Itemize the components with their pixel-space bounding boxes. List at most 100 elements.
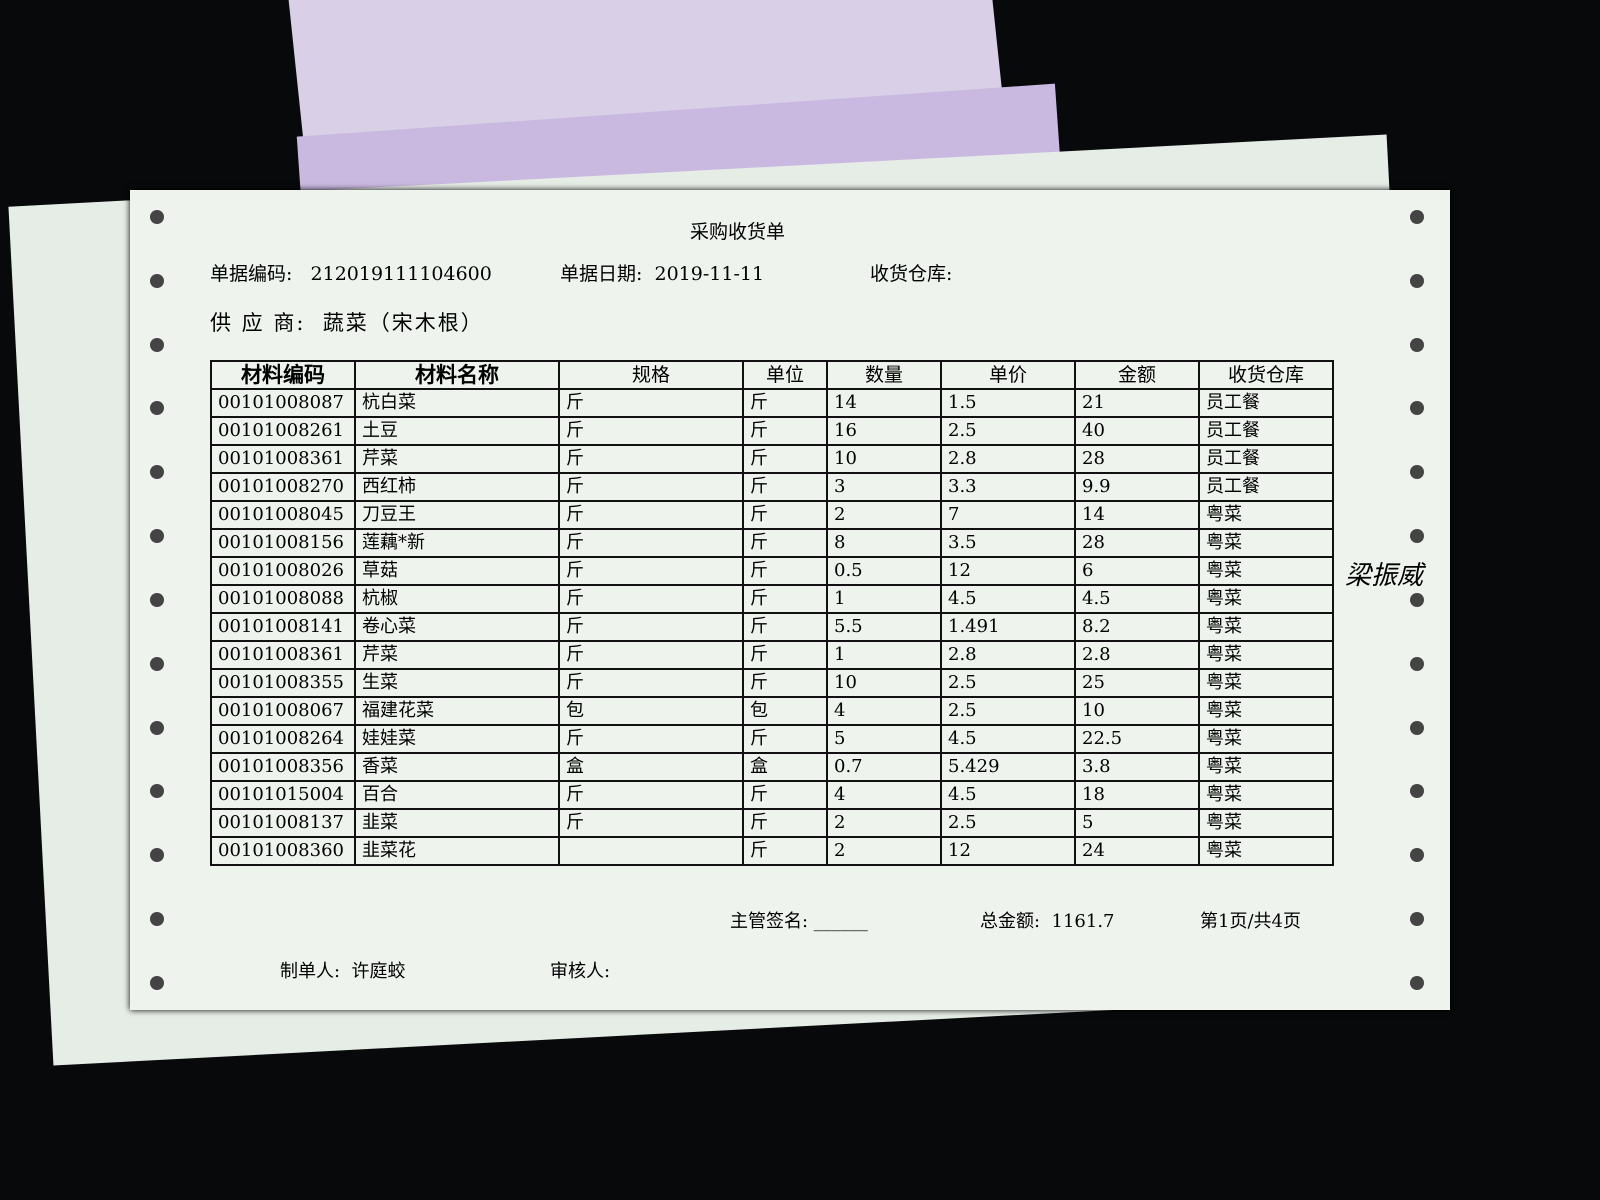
table-cell: 百合 — [354, 780, 560, 810]
table-cell: 24 — [1074, 836, 1200, 866]
table-cell: 3.5 — [940, 528, 1076, 558]
table-cell: 8.2 — [1074, 612, 1200, 642]
table-cell: 斤 — [742, 724, 828, 754]
table-cell: 娃娃菜 — [354, 724, 560, 754]
doc-no-label: 单据编码: — [210, 263, 293, 285]
table-cell: 粤菜 — [1198, 724, 1334, 754]
table-row: 00101008361 芹菜斤斤 10 2.8 28 员工餐 — [210, 444, 1334, 474]
table-cell: 00101008261 — [210, 416, 356, 446]
table-cell: 西红柿 — [354, 472, 560, 502]
table-cell: 2 — [826, 836, 942, 866]
table-cell: 福建花菜 — [354, 696, 560, 726]
items-table: 材料编码 材料名称 规格 单位 数量 单价 金额 收货仓库 00101008087 杭白菜斤斤 1… — [210, 360, 1334, 866]
table-cell: 盒 — [742, 752, 828, 782]
tractor-holes-right — [1410, 210, 1430, 990]
table-cell: 5.5 — [826, 612, 942, 642]
table-cell: 粤菜 — [1198, 640, 1334, 670]
table-cell: 10 — [826, 668, 942, 698]
doc-no: 212019111104600 — [310, 263, 492, 285]
table-cell: 2.8 — [940, 640, 1076, 670]
table-row: 00101008264 娃娃菜斤斤 5 4.5 22.5 粤菜 — [210, 724, 1334, 754]
table-cell: 斤 — [558, 472, 744, 502]
table-cell: 斤 — [558, 556, 744, 586]
table-cell: 粤菜 — [1198, 836, 1334, 866]
table-row: 00101008261 土豆斤斤 16 2.5 40 员工餐 — [210, 416, 1334, 446]
table-row: 00101008087 杭白菜斤斤 14 1.5 21 员工餐 — [210, 388, 1334, 418]
table-cell: 粤菜 — [1198, 584, 1334, 614]
table-cell: 21 — [1074, 388, 1200, 418]
table-cell: 2.5 — [940, 416, 1076, 446]
table-cell: 芹菜 — [354, 444, 560, 474]
table-cell: 00101008361 — [210, 640, 356, 670]
table-cell: 2.5 — [940, 808, 1076, 838]
table-cell: 00101008361 — [210, 444, 356, 474]
table-cell: 斤 — [742, 388, 828, 418]
table-cell: 斤 — [742, 612, 828, 642]
table-row: 00101008356 香菜盒盒 0.7 5.429 3.8 粤菜 — [210, 752, 1334, 782]
table-cell: 00101008356 — [210, 752, 356, 782]
table-cell: 00101008355 — [210, 668, 356, 698]
table-cell: 10 — [826, 444, 942, 474]
table-cell: 00101008270 — [210, 472, 356, 502]
table-cell: 斤 — [558, 584, 744, 614]
column-header: 材料名称 — [354, 360, 560, 390]
table-cell: 包 — [558, 696, 744, 726]
table-cell: 10 — [1074, 696, 1200, 726]
table-row: 00101008355 生菜斤斤 10 2.5 25 粤菜 — [210, 668, 1334, 698]
table-cell: 4.5 — [940, 724, 1076, 754]
table-row: 00101008067 福建花菜包包 4 2.5 10 粤菜 — [210, 696, 1334, 726]
supplier-label: 供 应 商: — [210, 311, 306, 335]
table-cell: 1.5 — [940, 388, 1076, 418]
table-cell: 12 — [940, 836, 1076, 866]
table-cell: 刀豆王 — [354, 500, 560, 530]
table-cell: 9.9 — [1074, 472, 1200, 502]
table-cell: 土豆 — [354, 416, 560, 446]
table-cell: 斤 — [742, 640, 828, 670]
handwritten-signature: 梁振威 — [1345, 561, 1424, 591]
table-cell: 00101008156 — [210, 528, 356, 558]
table-cell: 4.5 — [1074, 584, 1200, 614]
table-row: 00101008141 卷心菜斤斤 5.5 1.491 8.2 粤菜 — [210, 612, 1334, 642]
table-cell: 2.5 — [940, 668, 1076, 698]
table-cell: 粤菜 — [1198, 696, 1334, 726]
table-cell: 莲藕*新 — [354, 528, 560, 558]
warehouse-label: 收货仓库: — [870, 263, 953, 285]
table-cell: 粤菜 — [1198, 612, 1334, 642]
table-cell: 5 — [826, 724, 942, 754]
table-cell: 40 — [1074, 416, 1200, 446]
table-row: 00101008156 莲藕*新斤斤 8 3.5 28 粤菜 — [210, 528, 1334, 558]
table-row: 00101008137 韭菜斤斤 2 2.5 5 粤菜 — [210, 808, 1334, 838]
table-cell: 粤菜 — [1198, 556, 1334, 586]
table-cell: 斤 — [558, 668, 744, 698]
table-cell: 8 — [826, 528, 942, 558]
total-label: 总金额: — [980, 911, 1041, 932]
table-cell: 粤菜 — [1198, 668, 1334, 698]
table-cell: 斤 — [558, 500, 744, 530]
table-cell: 14 — [1074, 500, 1200, 530]
table-cell: 28 — [1074, 444, 1200, 474]
column-header: 收货仓库 — [1198, 360, 1334, 390]
table-cell: 员工餐 — [1198, 472, 1334, 502]
table-cell: 00101015004 — [210, 780, 356, 810]
table-cell: 00101008360 — [210, 836, 356, 866]
table-row: 00101008045 刀豆王斤斤 2 7 14 粤菜 — [210, 500, 1334, 530]
table-cell: 杭椒 — [354, 584, 560, 614]
table-cell: 韭菜花 — [354, 836, 560, 866]
table-cell: 斤 — [558, 640, 744, 670]
table-cell: 0.7 — [826, 752, 942, 782]
table-cell: 斤 — [558, 780, 744, 810]
table-cell: 00101008026 — [210, 556, 356, 586]
table-cell: 22.5 — [1074, 724, 1200, 754]
table-cell: 卷心菜 — [354, 612, 560, 642]
table-cell: 斤 — [742, 584, 828, 614]
table-cell: 斤 — [742, 780, 828, 810]
table-cell: 员工餐 — [1198, 444, 1334, 474]
table-cell: 员工餐 — [1198, 388, 1334, 418]
table-cell — [558, 836, 744, 866]
table-cell: 00101008137 — [210, 808, 356, 838]
table-cell: 韭菜 — [354, 808, 560, 838]
table-cell: 粤菜 — [1198, 808, 1334, 838]
column-header: 数量 — [826, 360, 942, 390]
table-cell: 2.8 — [1074, 640, 1200, 670]
table-cell: 2.5 — [940, 696, 1076, 726]
